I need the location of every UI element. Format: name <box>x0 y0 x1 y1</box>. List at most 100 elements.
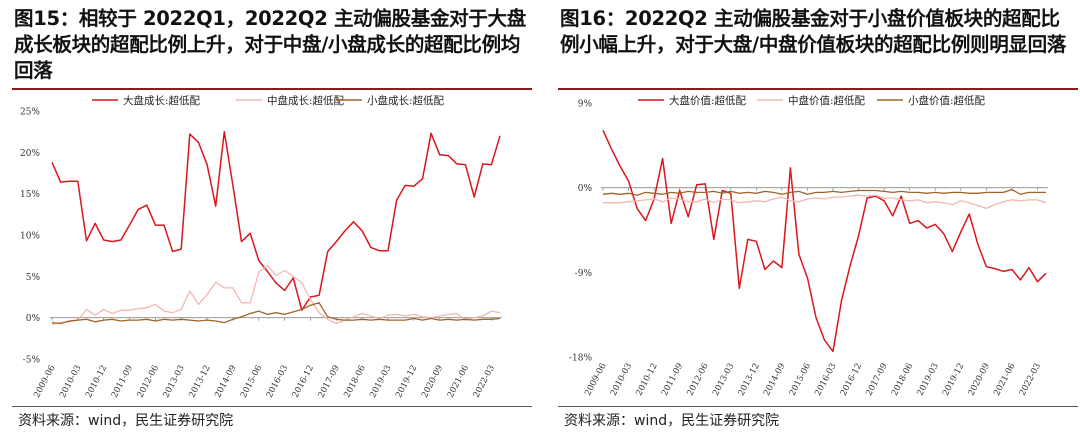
x-tick-label: 2018-06 <box>890 362 915 398</box>
data-point <box>111 313 113 315</box>
data-point <box>473 317 475 319</box>
data-point <box>645 191 647 193</box>
data-point <box>404 315 406 317</box>
data-point <box>866 195 868 197</box>
data-point <box>490 318 492 320</box>
data-point <box>120 320 122 322</box>
data-point <box>404 319 406 321</box>
source-divider <box>558 406 1078 407</box>
data-point <box>172 312 174 314</box>
growth-overweight-line-chart: 大盘成长:超低配 中盘成长:超低配 小盘成长:超低配 -5% 0% 5% 10% 15% 20%… <box>20 94 502 400</box>
data-point <box>266 265 268 267</box>
data-point <box>994 268 996 270</box>
data-point <box>1003 201 1005 203</box>
source-note: 资料来源：wind，民生证券研究院 <box>564 413 780 429</box>
data-point <box>422 319 424 321</box>
x-tick-label: 2016-03 <box>813 362 838 398</box>
x-tick-label: 2014-09 <box>213 364 238 400</box>
data-point <box>662 201 664 203</box>
data-point <box>883 200 885 202</box>
y-tick-label: -18% <box>569 354 592 364</box>
data-point <box>387 314 389 316</box>
data-point <box>994 191 996 193</box>
data-point <box>875 190 877 192</box>
data-point <box>1028 191 1030 193</box>
data-point <box>301 309 303 311</box>
figure-title: 图15：相较于 2022Q1，2022Q2 主动偏股基金对于大盘成长板块的超配比… <box>14 7 526 82</box>
data-point <box>422 316 424 318</box>
data-point <box>679 192 681 194</box>
data-point <box>1003 191 1005 193</box>
data-point <box>77 319 79 321</box>
data-point <box>473 319 475 321</box>
data-point <box>951 191 953 193</box>
x-tick-label: 2019-03 <box>915 362 940 398</box>
data-point <box>301 282 303 284</box>
series-1-group <box>51 130 501 311</box>
data-point <box>628 201 630 203</box>
data-point <box>824 198 826 200</box>
data-point <box>172 251 174 253</box>
data-point <box>772 198 774 200</box>
legend-label-series-2: 中盘价值:超低配 <box>788 94 866 107</box>
x-tick-label: 2010-03 <box>609 362 634 398</box>
data-point <box>422 178 424 180</box>
data-point <box>985 191 987 193</box>
data-point <box>721 198 723 200</box>
figure-15-panel: 图15：相较于 2022Q1，2022Q2 主动偏股基金对于大盘成长板块的超配比… <box>6 0 534 437</box>
data-point <box>619 193 621 195</box>
x-tick-label: 2016-12 <box>839 362 864 398</box>
data-point <box>206 294 208 296</box>
data-point <box>103 309 105 311</box>
series-line-1 <box>602 129 1047 353</box>
data-point <box>968 202 970 204</box>
x-tick-label: 2013-03 <box>711 362 736 398</box>
data-point <box>146 307 148 309</box>
data-point <box>396 319 398 321</box>
data-point <box>180 248 182 250</box>
data-point <box>909 200 911 202</box>
data-point <box>636 200 638 202</box>
data-point <box>849 195 851 197</box>
data-point <box>1045 202 1047 204</box>
x-tick-label: 2021-06 <box>446 364 471 400</box>
series-line-3 <box>51 302 501 325</box>
data-point <box>465 164 467 166</box>
data-point <box>60 323 62 325</box>
data-point <box>266 313 268 315</box>
data-point <box>858 235 860 237</box>
data-point <box>223 131 225 133</box>
x-tick-label: 2017-09 <box>864 362 889 398</box>
x-tick-label: 2022-03 <box>472 364 497 400</box>
x-tick-label: 2019-12 <box>941 362 966 398</box>
data-point <box>1020 279 1022 281</box>
data-point <box>747 191 749 193</box>
data-point <box>1011 269 1013 271</box>
title-divider <box>558 88 1078 90</box>
x-tick-label: 2013-03 <box>161 364 186 400</box>
data-point <box>292 311 294 313</box>
value-overweight-line-chart: 大盘价值:超低配 中盘价值:超低配 小盘价值:超低配 -18% -9% 0% 9% 2009-… <box>569 94 1048 398</box>
data-point <box>662 193 664 195</box>
data-point <box>1028 267 1030 269</box>
x-tick-label: 2011-09 <box>660 362 685 398</box>
data-point <box>781 193 783 195</box>
y-tick-label: 0% <box>578 184 593 194</box>
data-point <box>824 191 826 193</box>
data-point <box>111 241 113 243</box>
data-point <box>310 299 312 301</box>
data-point <box>232 287 234 289</box>
data-point <box>327 316 329 318</box>
legend-label-series-1: 大盘价值:超低配 <box>669 94 747 107</box>
data-point <box>404 185 406 187</box>
data-point <box>934 223 936 225</box>
data-point <box>154 320 156 322</box>
data-point <box>909 191 911 193</box>
data-point <box>284 270 286 272</box>
data-point <box>798 191 800 193</box>
data-point <box>77 180 79 182</box>
source-divider <box>12 406 532 407</box>
data-point <box>180 309 182 311</box>
data-point <box>824 339 826 341</box>
data-point <box>172 319 174 321</box>
